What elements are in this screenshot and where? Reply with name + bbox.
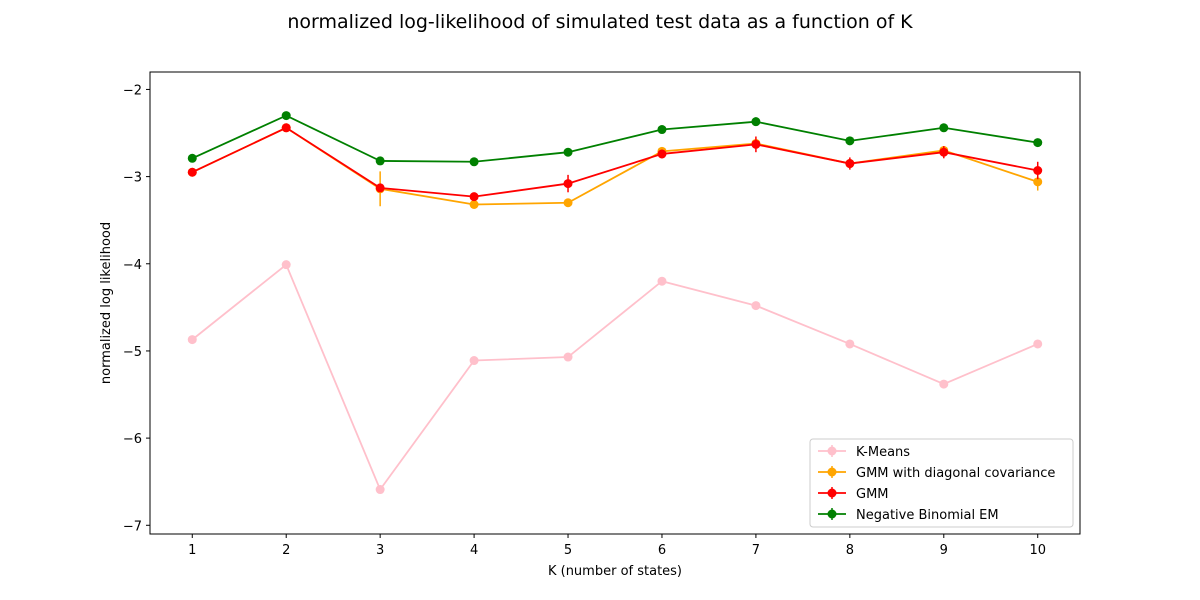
x-axis: 1 2 3 4 5 6 7 8 9 10 <box>188 534 1046 558</box>
data-point <box>187 167 197 177</box>
data-point <box>469 157 479 167</box>
data-point <box>469 356 479 366</box>
data-point <box>751 139 761 149</box>
series-0 <box>187 260 1043 495</box>
x-tick-label: 5 <box>564 543 572 558</box>
legend-label: Negative Binomial EM <box>856 508 999 523</box>
legend-box <box>809 438 1074 528</box>
data-point <box>187 153 197 163</box>
x-tick-label: 3 <box>376 543 384 558</box>
data-point <box>939 147 949 157</box>
x-tick-label: 1 <box>188 543 196 558</box>
y-axis-label: normalized log likelihood <box>99 222 114 384</box>
data-point <box>1033 166 1043 176</box>
data-point <box>281 260 291 270</box>
y-tick-label: −4 <box>123 258 142 273</box>
data-point <box>281 123 291 133</box>
legend: K-Means GMM with diagonal covariance GMM Ne… <box>809 438 1074 528</box>
data-point <box>939 123 949 133</box>
legend-label: GMM <box>856 487 889 502</box>
series-line <box>191 114 1038 163</box>
x-tick-label: 9 <box>940 543 948 558</box>
series-line <box>191 126 1039 206</box>
data-point <box>187 335 197 345</box>
data-point <box>469 199 479 209</box>
y-tick-label: −2 <box>123 83 142 98</box>
series-3 <box>187 111 1043 167</box>
data-point <box>563 198 573 208</box>
y-tick-label: −7 <box>123 519 142 534</box>
data-point <box>751 301 761 311</box>
data-point <box>469 192 479 202</box>
y-tick-label: −3 <box>123 171 142 186</box>
legend-swatch-marker <box>827 446 837 456</box>
legend-swatch-marker <box>827 488 837 498</box>
plot-area <box>187 111 1043 495</box>
y-axis: −7 −6 −5 −4 −3 −2 <box>123 83 150 534</box>
series-line <box>191 126 1038 198</box>
legend-label: K-Means <box>856 445 910 460</box>
series-2 <box>187 123 1043 202</box>
y-tick-label: −6 <box>123 432 142 447</box>
axes-frame <box>149 71 1081 535</box>
data-point <box>751 117 761 127</box>
data-point <box>845 339 855 349</box>
data-point <box>657 125 667 135</box>
data-point <box>1033 339 1043 349</box>
data-point <box>281 111 291 121</box>
legend-item: K-Means <box>818 445 910 460</box>
legend-item: GMM with diagonal covariance <box>818 466 1055 481</box>
legend-item: Negative Binomial EM <box>818 508 999 523</box>
data-point <box>657 276 667 286</box>
x-tick-label: 2 <box>282 543 290 558</box>
chart-title: normalized log-likelihood of simulated t… <box>287 11 913 33</box>
data-point <box>939 379 949 389</box>
data-point <box>375 183 385 193</box>
data-point <box>657 149 667 159</box>
data-point <box>563 147 573 157</box>
legend-swatch-marker <box>827 509 837 519</box>
series-line <box>191 263 1039 492</box>
x-tick-label: 10 <box>1029 543 1046 558</box>
legend-label: GMM with diagonal covariance <box>856 466 1055 481</box>
x-tick-label: 4 <box>470 543 478 558</box>
data-point <box>563 352 573 362</box>
data-point <box>1033 177 1043 187</box>
y-tick-label: −5 <box>123 345 142 360</box>
data-point <box>1033 138 1043 148</box>
x-tick-label: 6 <box>658 543 666 558</box>
x-tick-label: 7 <box>752 543 760 558</box>
data-point <box>375 485 385 495</box>
series-1 <box>187 123 1043 209</box>
data-point <box>845 136 855 146</box>
data-point <box>375 156 385 166</box>
x-axis-label: K (number of states) <box>548 564 682 579</box>
data-point <box>845 159 855 169</box>
x-tick-label: 8 <box>846 543 854 558</box>
data-point <box>563 179 573 189</box>
legend-item: GMM <box>818 487 889 502</box>
legend-swatch-marker <box>827 467 837 477</box>
